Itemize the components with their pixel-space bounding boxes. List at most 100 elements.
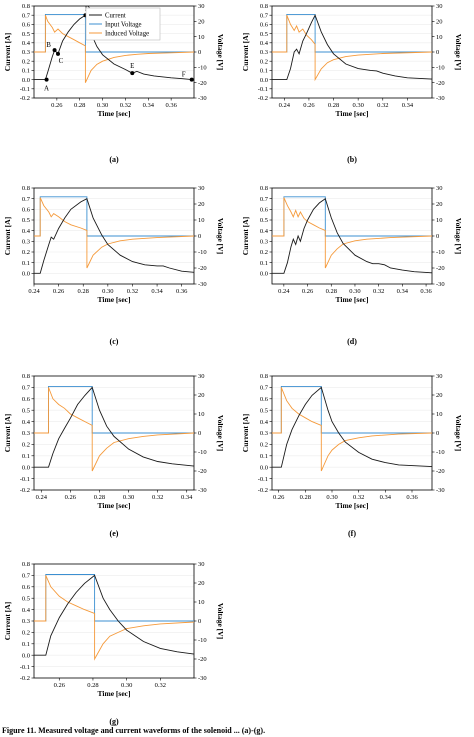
x-tick-label: 0.30 — [352, 102, 363, 109]
x-tick-label: 0.30 — [97, 102, 108, 109]
x-tick-label: 0.30 — [123, 494, 134, 501]
x-tick-label: 0.34 — [143, 102, 155, 109]
x-tick-label: 0.32 — [373, 288, 384, 295]
y-tick-label: 0.4 — [22, 40, 31, 47]
y2-tick-label: 10 — [198, 599, 205, 606]
y2-tick-label: -20 — [198, 265, 207, 272]
x-tick-label: 0.32 — [155, 682, 166, 689]
x-tick-label: 0.28 — [328, 102, 339, 109]
data-point-marker — [130, 71, 135, 76]
x-tick-label: 0.30 — [102, 288, 113, 295]
y-tick-label: 0.1 — [22, 641, 30, 648]
y-tick-label: -0.1 — [20, 664, 30, 671]
y-tick-label: 0.1 — [22, 68, 30, 75]
data-point-label: C — [59, 57, 64, 65]
y2-tick-label: 10 — [436, 217, 443, 224]
data-point-marker — [189, 77, 194, 82]
y2-tick-label: -10 — [198, 449, 207, 456]
y-tick-label: 0.2 — [22, 630, 30, 637]
y-tick-label: 0.3 — [22, 49, 30, 56]
y-tick-label: 0.0 — [22, 77, 30, 84]
y2-tick-label: 0 — [198, 430, 201, 437]
y-tick-label: 0.7 — [260, 385, 269, 392]
legend-item-input-voltage: Input Voltage — [105, 21, 142, 28]
y-tick-label: -0.1 — [258, 476, 268, 483]
y-axis-title: Current [A] — [3, 414, 12, 452]
y-tick-label: 0.2 — [22, 249, 30, 256]
x-axis-title: Time [sec] — [336, 295, 369, 304]
series-line-induced-voltage — [34, 15, 195, 83]
x-tick-label: 0.30 — [121, 682, 132, 689]
y-tick-label: 0.6 — [22, 584, 31, 591]
panel-label: (d) — [347, 337, 357, 346]
y2-tick-label: 0 — [198, 49, 201, 56]
y-tick-label: 0.5 — [22, 595, 30, 602]
x-axis-title: Time [sec] — [336, 501, 369, 510]
data-point-marker — [44, 77, 49, 82]
y-tick-label: 0.2 — [22, 58, 30, 65]
y-axis-title: Current [A] — [241, 33, 250, 71]
y-tick-label: 0.6 — [22, 396, 31, 403]
data-point-label: F — [182, 71, 186, 79]
y2-axis-title: Voltage [V] — [454, 218, 463, 254]
panel-label: (g) — [109, 717, 119, 726]
y-tick-label: 0.0 — [260, 464, 268, 471]
x-tick-label: 0.26 — [51, 102, 63, 109]
y-tick-label: 0.8 — [260, 373, 268, 380]
series-line-input-voltage — [272, 13, 432, 53]
y2-axis-title: Voltage [V] — [216, 415, 225, 451]
data-point-marker — [56, 51, 60, 56]
y-tick-label: -0.1 — [258, 86, 268, 93]
x-tick-label: 0.26 — [302, 288, 314, 295]
y-tick-label: 0.8 — [22, 185, 30, 192]
y-tick-label: 0.8 — [22, 561, 30, 568]
data-point-label: B — [46, 41, 51, 49]
chart-panel-d: 0.0 0.1 0.2 0.3 0.4 0.5 0.6 0.7 0.8 -30 -20 -10 0 10 2… — [241, 185, 463, 346]
y-tick-label: 0.1 — [260, 68, 268, 75]
y-tick-label: -0.2 — [20, 95, 30, 102]
y-tick-label: 0.0 — [260, 271, 268, 278]
x-tick-label: 0.36 — [176, 288, 188, 295]
y2-tick-label: 30 — [436, 373, 443, 380]
series-line-input-voltage — [272, 196, 432, 237]
y2-tick-label: -20 — [436, 265, 445, 272]
series-line-current — [34, 574, 195, 656]
y2-tick-label: -20 — [198, 80, 207, 87]
series-line-current — [272, 14, 433, 81]
y2-tick-label: 30 — [198, 561, 205, 568]
y-tick-label: 0.7 — [22, 573, 31, 580]
y2-tick-label: 10 — [436, 34, 443, 41]
x-tick-label: 0.24 — [28, 288, 40, 295]
y2-tick-label: 30 — [436, 3, 443, 10]
y2-tick-label: 0 — [436, 49, 439, 56]
y-tick-label: 0.2 — [22, 442, 30, 449]
x-tick-label: 0.26 — [54, 682, 66, 689]
x-tick-label: 0.24 — [36, 494, 48, 501]
x-axis-title: Time [sec] — [98, 689, 131, 698]
series-line-input-voltage — [272, 385, 432, 434]
y2-tick-label: -30 — [436, 95, 445, 102]
y-tick-label: 0.8 — [260, 3, 268, 10]
y2-tick-label: -10 — [436, 65, 445, 72]
y-tick-label: 0.6 — [22, 207, 31, 214]
y-tick-label: 0.0 — [22, 652, 30, 659]
y-tick-label: 0.0 — [260, 77, 268, 84]
x-tick-label: 0.28 — [94, 494, 105, 501]
panel-label: (a) — [109, 155, 119, 164]
y-tick-label: -0.2 — [258, 487, 268, 494]
y2-axis-title: Voltage [V] — [216, 603, 225, 639]
y2-tick-label: 20 — [198, 580, 205, 587]
y-tick-label: 0.5 — [22, 407, 30, 414]
y2-tick-label: 20 — [436, 19, 443, 26]
y-tick-label: 0.6 — [260, 22, 269, 29]
y-tick-label: 0.1 — [22, 453, 30, 460]
x-tick-label: 0.28 — [74, 102, 85, 109]
x-tick-label: 0.34 — [181, 494, 193, 501]
x-tick-label: 0.28 — [78, 288, 89, 295]
y-tick-label: 0.0 — [22, 464, 30, 471]
data-point-marker — [52, 48, 57, 53]
x-tick-label: 0.32 — [127, 288, 138, 295]
series-line-induced-voltage — [272, 15, 433, 82]
y-tick-label: -0.2 — [20, 487, 30, 494]
y-tick-label: 0.3 — [260, 430, 268, 437]
